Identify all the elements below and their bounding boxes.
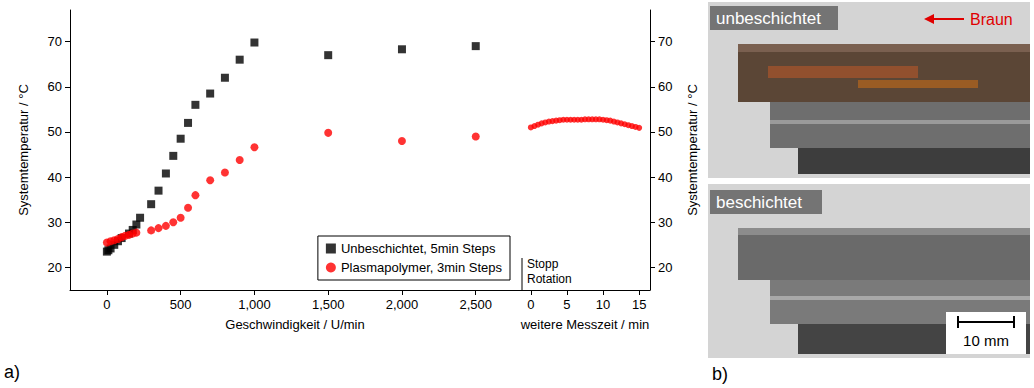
svg-text:70: 70 bbox=[48, 34, 62, 49]
svg-text:20: 20 bbox=[48, 260, 62, 275]
svg-text:unbeschichtet: unbeschichtet bbox=[716, 9, 821, 28]
svg-text:40: 40 bbox=[658, 170, 672, 185]
svg-text:beschichtet: beschichtet bbox=[716, 193, 802, 212]
svg-text:1,500: 1,500 bbox=[312, 297, 345, 312]
svg-text:2,000: 2,000 bbox=[386, 297, 419, 312]
svg-text:Rotation: Rotation bbox=[527, 272, 572, 286]
svg-text:50: 50 bbox=[48, 124, 62, 139]
svg-text:10 mm: 10 mm bbox=[963, 332, 1009, 349]
svg-text:30: 30 bbox=[48, 215, 62, 230]
svg-text:weitere Messzeit / min: weitere Messzeit / min bbox=[520, 317, 650, 332]
svg-text:0: 0 bbox=[527, 297, 534, 312]
svg-text:b): b) bbox=[712, 364, 728, 384]
svg-text:70: 70 bbox=[658, 34, 672, 49]
svg-text:10: 10 bbox=[596, 297, 610, 312]
svg-text:60: 60 bbox=[48, 79, 62, 94]
svg-text:1,000: 1,000 bbox=[238, 297, 271, 312]
svg-text:5: 5 bbox=[563, 297, 570, 312]
svg-text:Systemtemperatur / °C: Systemtemperatur / °C bbox=[685, 84, 700, 216]
svg-text:2,500: 2,500 bbox=[459, 297, 492, 312]
svg-text:500: 500 bbox=[170, 297, 192, 312]
svg-text:15: 15 bbox=[632, 297, 646, 312]
svg-text:20: 20 bbox=[658, 260, 672, 275]
svg-text:Braun: Braun bbox=[970, 11, 1013, 28]
svg-text:0: 0 bbox=[103, 297, 110, 312]
svg-text:Stopp: Stopp bbox=[527, 257, 559, 271]
html-text:a): a) bbox=[4, 362, 20, 382]
svg-text:Systemtemperatur / °C: Systemtemperatur / °C bbox=[16, 84, 31, 216]
svg-text:50: 50 bbox=[658, 124, 672, 139]
svg-text:30: 30 bbox=[658, 215, 672, 230]
svg-text:60: 60 bbox=[658, 79, 672, 94]
svg-text:Unbeschichtet, 5min Steps: Unbeschichtet, 5min Steps bbox=[341, 241, 496, 256]
svg-text:Geschwindigkeit / U/min: Geschwindigkeit / U/min bbox=[225, 317, 364, 332]
svg-text:Plasmapolymer, 3min Steps: Plasmapolymer, 3min Steps bbox=[341, 260, 503, 275]
svg-text:40: 40 bbox=[48, 170, 62, 185]
